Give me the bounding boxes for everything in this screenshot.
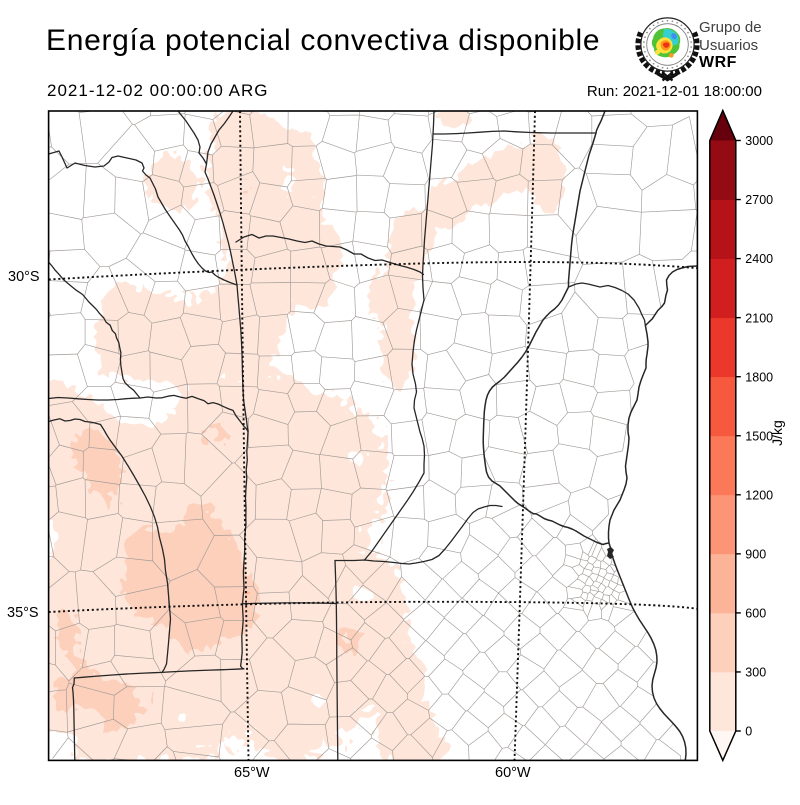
svg-text:J/kg: J/kg — [769, 420, 785, 446]
svg-text:3000: 3000 — [745, 134, 773, 148]
svg-text:1800: 1800 — [745, 370, 773, 384]
svg-text:1200: 1200 — [745, 488, 773, 502]
svg-text:0: 0 — [745, 725, 752, 739]
svg-text:2400: 2400 — [745, 252, 773, 266]
svg-text:1500: 1500 — [745, 429, 773, 443]
svg-text:2700: 2700 — [745, 193, 773, 207]
svg-text:2100: 2100 — [745, 311, 773, 325]
svg-text:600: 600 — [745, 607, 766, 621]
svg-text:300: 300 — [745, 666, 766, 680]
svg-text:900: 900 — [745, 547, 766, 561]
